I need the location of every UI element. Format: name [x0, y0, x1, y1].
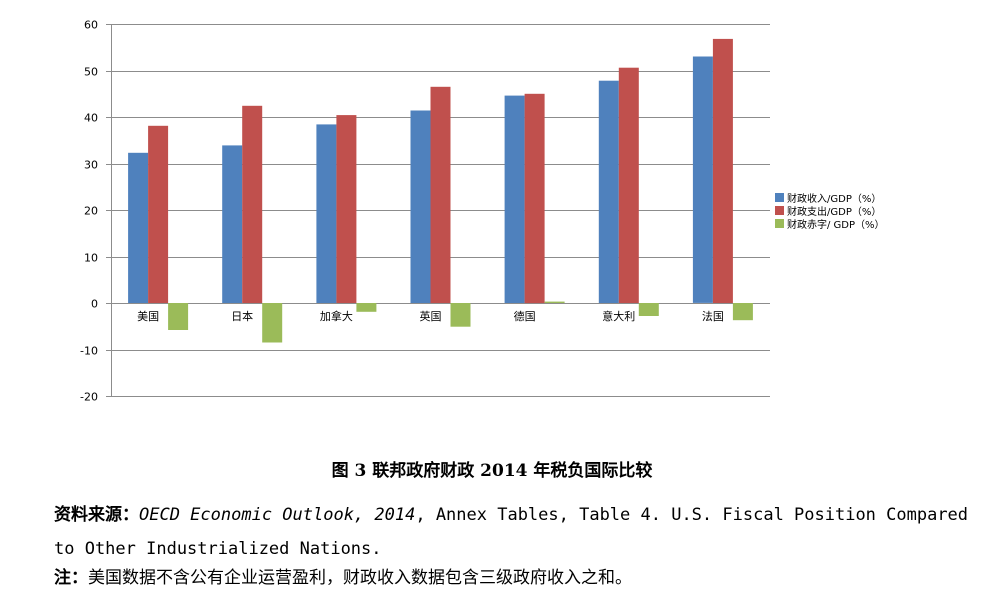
legend-swatch [775, 206, 784, 215]
y-tick-label: 40 [84, 112, 98, 125]
source-title: OECD Economic Outlook, 2014 [139, 505, 416, 525]
bar [242, 105, 263, 303]
legend-label: 财政支出/GDP（%） [787, 205, 881, 218]
bar [598, 80, 619, 303]
source-text: 资料来源：OECD Economic Outlook, 2014, Annex … [54, 498, 974, 566]
category-label: 法国 [702, 309, 724, 323]
bar [732, 303, 753, 321]
bar [618, 67, 639, 303]
bars [128, 38, 753, 343]
legend-swatch [775, 193, 784, 202]
bar [524, 93, 545, 304]
bar [504, 95, 525, 303]
y-tick-label: 60 [84, 19, 98, 32]
source-label: 资料来源： [54, 505, 139, 525]
category-label: 英国 [420, 309, 442, 323]
legend-label: 财政收入/GDP（%） [787, 192, 881, 205]
bar [544, 301, 565, 303]
bar [410, 110, 431, 303]
bar [430, 86, 451, 303]
bar [450, 303, 471, 327]
axes: 60 50 40 30 20 10 0 -10 -20 美国 日本 加拿大 英国 德国 意大利 法国 [80, 19, 724, 404]
category-label: 德国 [514, 309, 536, 323]
y-tick-label: -20 [80, 391, 98, 404]
y-tick-label: 30 [84, 159, 98, 172]
note-label: 注： [54, 568, 88, 588]
y-tick-label: 0 [91, 298, 98, 311]
bar [148, 125, 169, 303]
bar [222, 145, 243, 303]
category-label: 意大利 [602, 309, 635, 323]
bar [336, 115, 357, 303]
note-body: 美国数据不含公有企业运营盈利，财政收入数据包含三级政府收入之和。 [88, 568, 632, 588]
bar [356, 303, 377, 312]
bar [128, 152, 149, 303]
legend-swatch [775, 219, 784, 228]
figure-caption: 图 3 联邦政府财政 2014 年税负国际比较 [331, 461, 653, 481]
category-label: 加拿大 [320, 309, 353, 323]
legend: 财政收入/GDP（%）财政支出/GDP（%）财政赤字/ GDP（%） [775, 192, 885, 231]
y-tick-label: 10 [84, 252, 98, 265]
legend-label: 财政赤字/ GDP（%） [787, 218, 885, 231]
note-text: 注：美国数据不含公有企业运营盈利，财政收入数据包含三级政府收入之和。 [54, 566, 974, 590]
bar [316, 124, 337, 304]
bar [712, 38, 733, 304]
bar [692, 56, 713, 303]
chart: 60 50 40 30 20 10 0 -10 -20 美国 日本 加拿大 英国 德国 意大利 法国 财政收入… [80, 19, 885, 404]
category-label: 日本 [231, 309, 253, 323]
bar [262, 303, 283, 343]
source-rest: , Annex Tables, Table 4. U.S. Fiscal Pos… [54, 505, 969, 559]
y-tick-label: -10 [80, 345, 98, 358]
category-label: 美国 [137, 310, 159, 323]
y-tick-label: 20 [84, 205, 98, 218]
y-tick-label: 50 [84, 66, 98, 79]
bar [638, 303, 659, 316]
bar [168, 303, 189, 330]
